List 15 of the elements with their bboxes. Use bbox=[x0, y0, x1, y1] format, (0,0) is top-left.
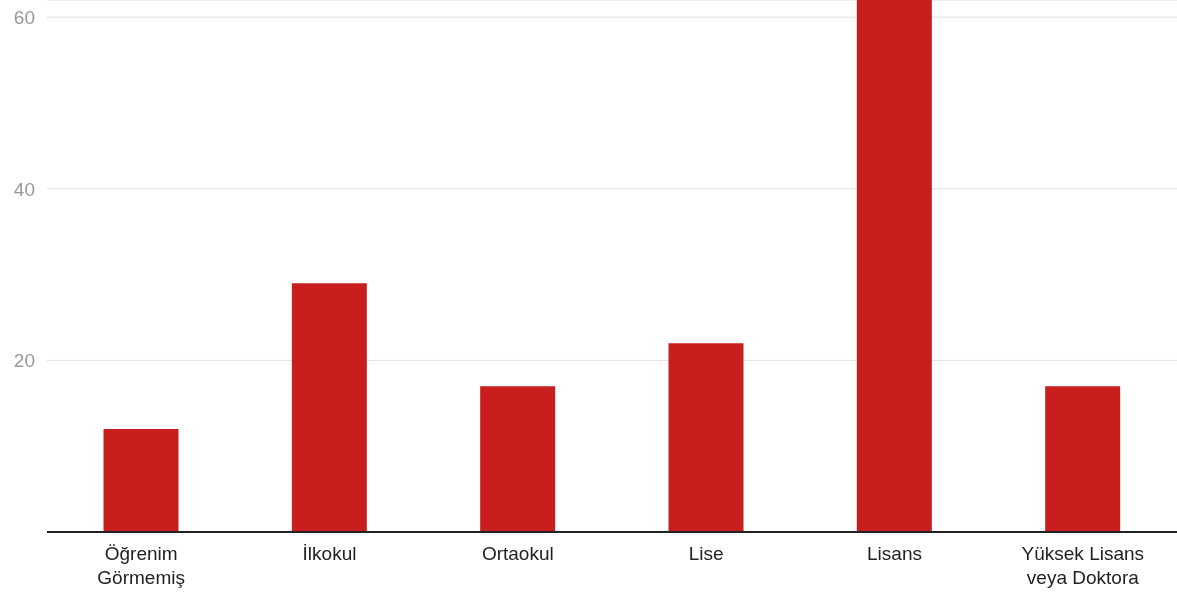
y-tick-label: 40 bbox=[13, 178, 35, 200]
bar bbox=[1045, 386, 1121, 532]
bar bbox=[668, 343, 744, 532]
x-tick-label: İlkokul bbox=[302, 543, 357, 564]
x-tick-label: Yüksek Lisans veya Doktora bbox=[1021, 543, 1145, 588]
x-tick-label: Lisans bbox=[867, 543, 922, 564]
y-tick-label: 60 bbox=[13, 6, 35, 28]
y-tick-label: 20 bbox=[13, 350, 35, 372]
bar bbox=[856, 0, 932, 532]
x-tick-label: Öğrenim Görmemiş bbox=[97, 543, 185, 588]
bar bbox=[480, 386, 556, 532]
x-tick-label: Lise bbox=[688, 543, 724, 564]
bar bbox=[291, 283, 367, 532]
x-tick-label: Ortaokul bbox=[481, 543, 554, 564]
bar bbox=[103, 429, 179, 532]
